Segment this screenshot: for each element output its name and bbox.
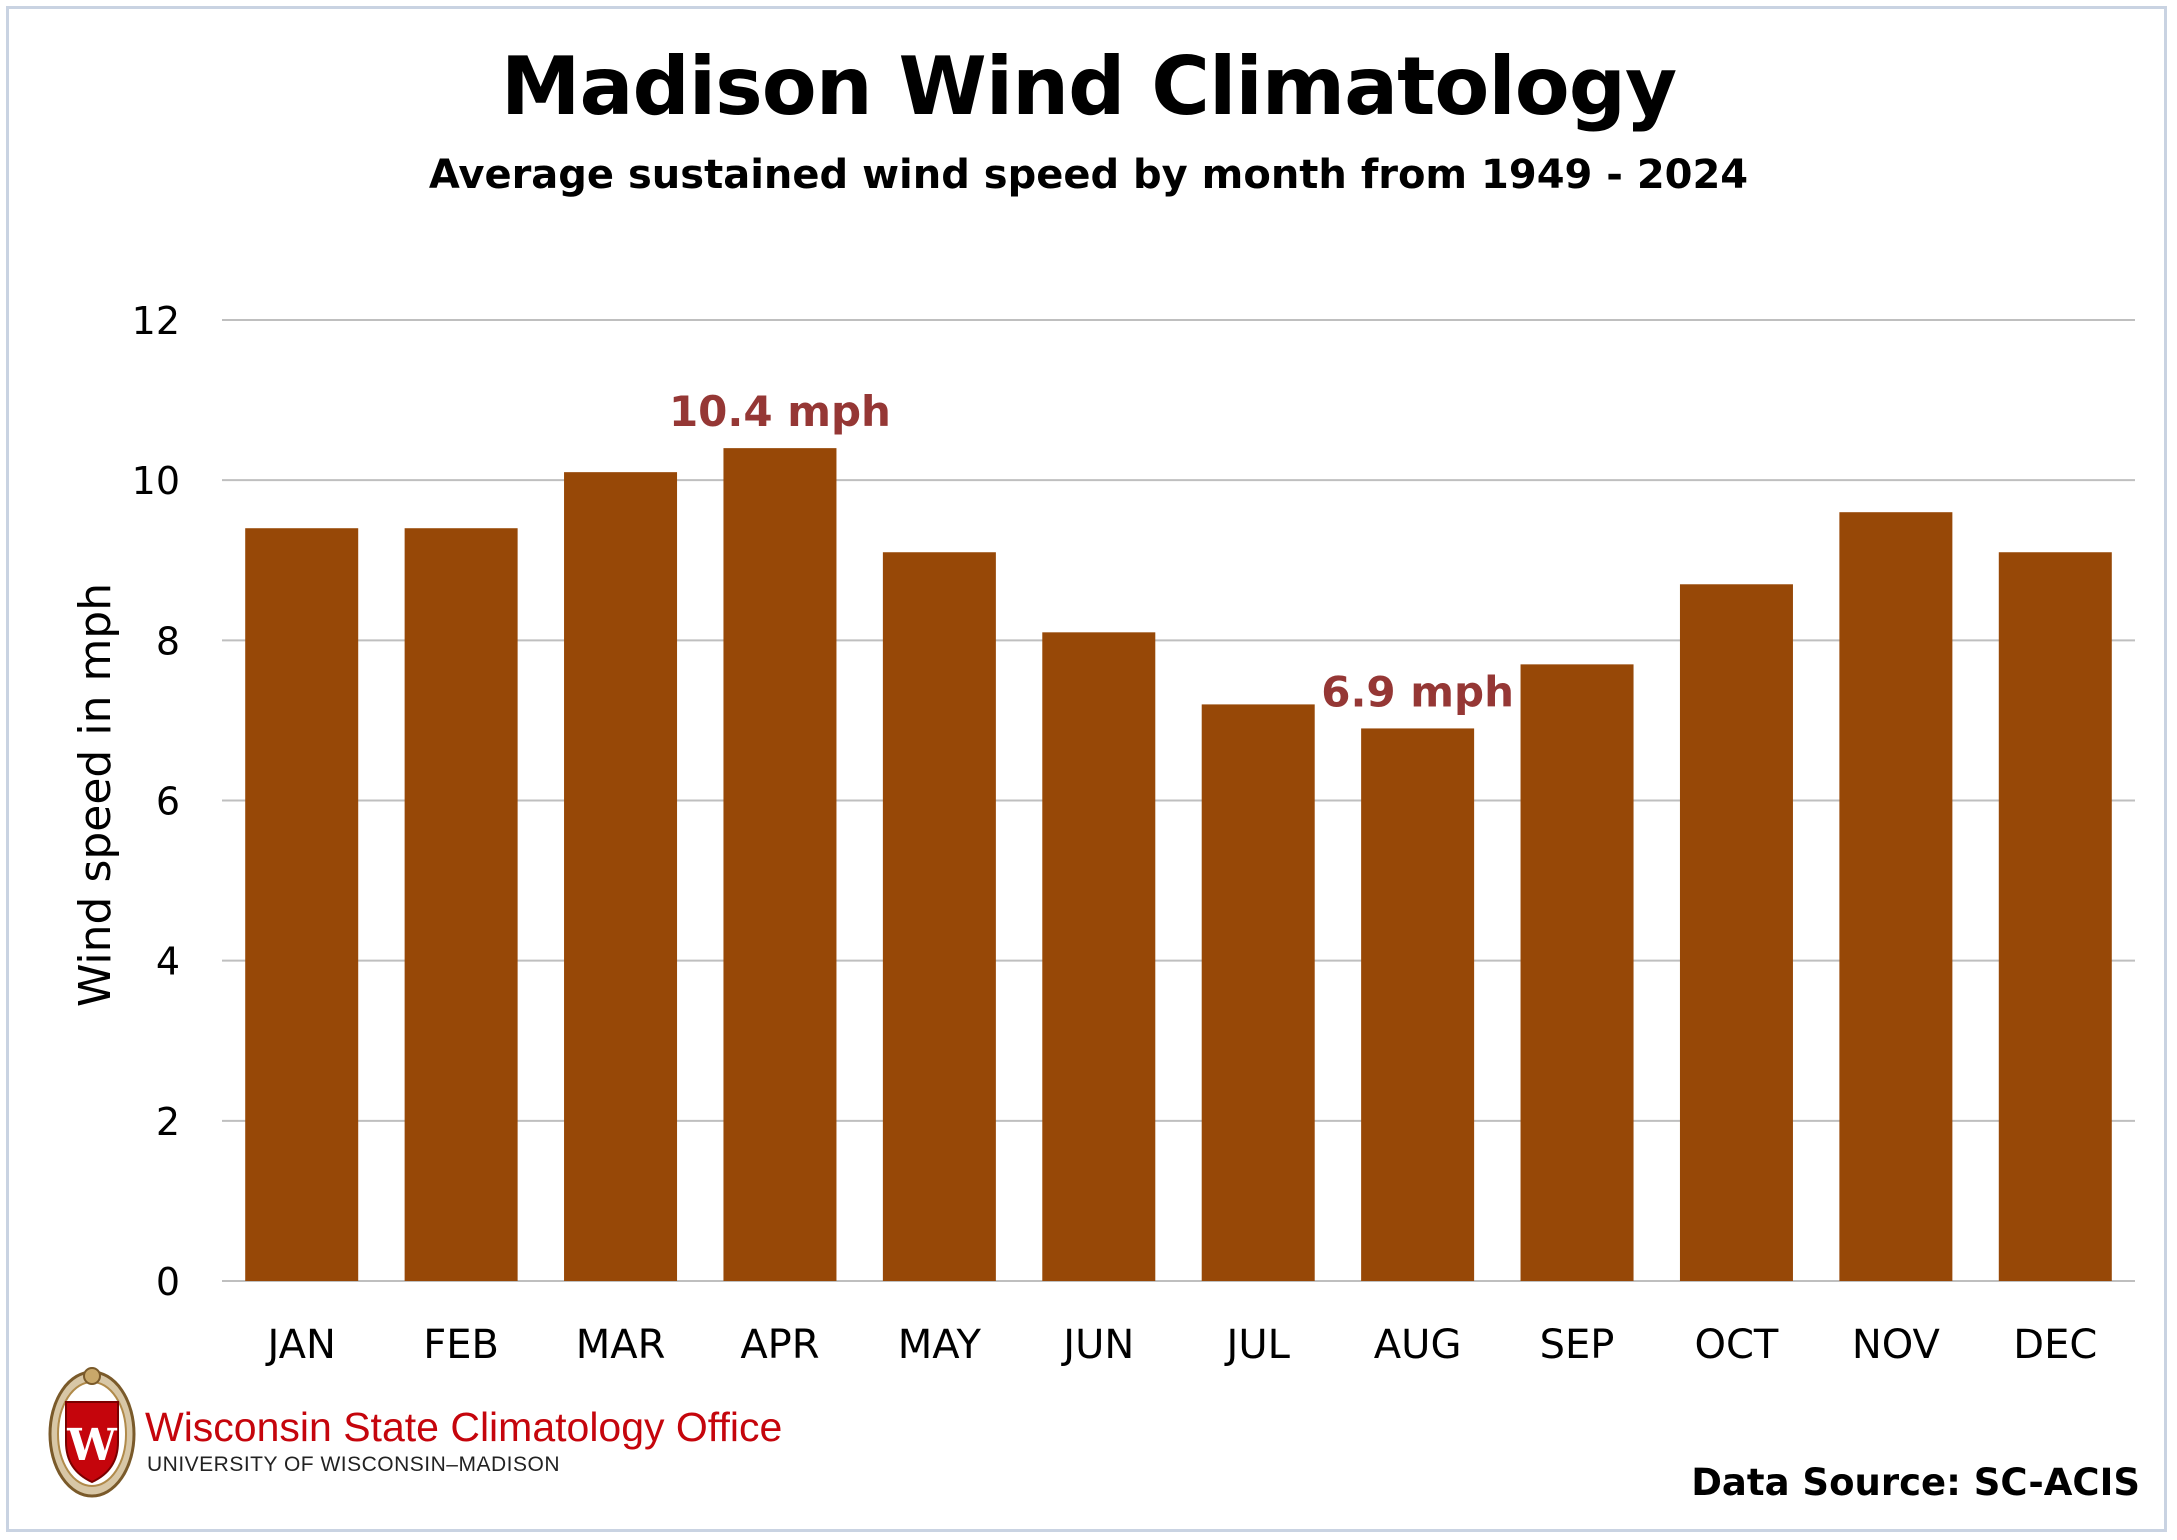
y-tick-label: 10 xyxy=(132,459,180,503)
x-tick-label: JUN xyxy=(1060,1322,1134,1368)
y-tick-label: 12 xyxy=(132,299,180,343)
x-tick-label: NOV xyxy=(1852,1322,1941,1368)
gridlines xyxy=(222,319,2135,1282)
y-tick-label: 4 xyxy=(156,940,180,984)
bar xyxy=(245,528,359,1281)
crest-letter: W xyxy=(66,1420,117,1471)
logo-subtitle: UNIVERSITY OF WISCONSIN–MADISON xyxy=(147,1453,560,1476)
bar xyxy=(1998,552,2112,1281)
x-tick-label: SEP xyxy=(1540,1322,1615,1368)
x-tick-label: DEC xyxy=(2013,1322,2097,1368)
x-axis-ticks: JAN FEB MAR APR MAY JUN JUL AUG SEP OCT NOV DEC xyxy=(265,1322,2098,1368)
x-tick-label: MAY xyxy=(898,1322,982,1368)
x-tick-label: MAR xyxy=(576,1322,666,1368)
bar xyxy=(1361,728,1475,1281)
bar xyxy=(1679,584,1793,1281)
x-tick-label: AUG xyxy=(1374,1322,1462,1368)
bar xyxy=(1520,664,1634,1281)
chart-title: Madison Wind Climatology xyxy=(500,40,1677,133)
logo-name: Wisconsin State Climatology Office xyxy=(145,1404,783,1450)
bar xyxy=(1839,512,1953,1281)
x-tick-label: OCT xyxy=(1695,1322,1779,1368)
annotations: 10.4 mph 6.9 mph xyxy=(669,387,1514,716)
x-tick-label: FEB xyxy=(423,1322,499,1368)
chart-subtitle: Average sustained wind speed by month fr… xyxy=(428,152,1749,198)
data-source: Data Source: SC-ACIS xyxy=(1691,1461,2140,1504)
bars xyxy=(245,448,2112,1282)
bar xyxy=(882,552,996,1281)
x-tick-label: JAN xyxy=(265,1322,336,1368)
y-tick-label: 2 xyxy=(156,1100,180,1144)
y-axis-label: Wind speed in mph xyxy=(70,583,121,1007)
bar xyxy=(1201,704,1315,1281)
wisconsin-crest-logo: W xyxy=(46,1362,138,1505)
bar xyxy=(564,472,678,1281)
y-axis-ticks: 0 2 4 6 8 10 12 xyxy=(132,299,180,1304)
y-tick-label: 6 xyxy=(156,780,180,824)
x-tick-label: JUL xyxy=(1224,1322,1291,1368)
bar xyxy=(723,448,837,1282)
bar xyxy=(1042,632,1156,1281)
y-tick-label: 8 xyxy=(156,619,180,663)
chart-frame xyxy=(6,6,2167,1532)
x-tick-label: APR xyxy=(740,1322,819,1368)
y-tick-label: 0 xyxy=(156,1260,180,1304)
bar xyxy=(404,528,518,1281)
bar-annotation: 6.9 mph xyxy=(1321,667,1514,716)
bar-annotation: 10.4 mph xyxy=(669,387,891,436)
